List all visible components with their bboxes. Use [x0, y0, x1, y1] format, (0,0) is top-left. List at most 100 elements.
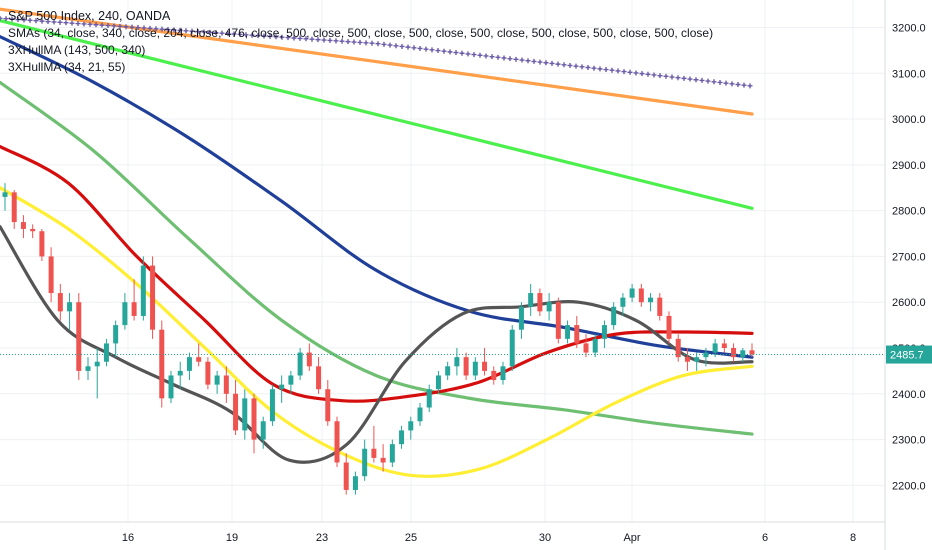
cross-marker [645, 71, 651, 77]
candle [57, 283, 63, 321]
candle [67, 293, 73, 330]
cross-marker [453, 50, 459, 56]
candle [242, 389, 248, 440]
y-tick-label: 2300.0 [892, 435, 926, 447]
cross-marker [579, 64, 585, 70]
cross-marker [285, 35, 291, 41]
x-tick-label: 16 [122, 532, 134, 544]
candle-body [352, 476, 358, 490]
cross-marker [141, 25, 147, 31]
cross-marker [483, 53, 489, 59]
candle-body [288, 375, 294, 385]
cross-marker [219, 30, 225, 36]
cross-marker [477, 52, 483, 58]
cross-marker [717, 79, 723, 85]
cross-marker [705, 78, 711, 84]
candle [648, 293, 654, 312]
cross-marker [261, 33, 267, 39]
candle-body [445, 366, 451, 376]
cross-marker [297, 35, 303, 41]
candle [509, 325, 515, 371]
cross-marker [177, 27, 183, 33]
cross-marker [471, 52, 477, 58]
candle [297, 348, 303, 381]
cross-marker [555, 61, 561, 67]
candle-body [537, 293, 543, 312]
cross-marker [567, 62, 573, 68]
y-tick-label: 2900.0 [892, 160, 926, 172]
candle [555, 297, 561, 344]
cross-marker [117, 23, 123, 29]
candle [150, 256, 156, 339]
candle-body [94, 361, 100, 367]
candle-body [159, 329, 165, 399]
cross-marker [675, 75, 681, 81]
candle-body [740, 350, 746, 358]
candle-body [150, 265, 156, 330]
cross-marker [93, 22, 99, 28]
price-axis[interactable]: 3200.0 3100.0 3000.0 2900.0 2800.0 2700.0 2600… [884, 0, 926, 550]
candle [39, 228, 45, 261]
cross-marker [429, 47, 435, 53]
indicator-smas[interactable]: SMAs (34, close, 340, close, 204, close,… [8, 26, 714, 40]
candle-body [67, 302, 73, 312]
symbol-title[interactable]: S&P 500 Index, 240, OANDA [8, 9, 171, 23]
candle-body [574, 325, 580, 344]
candle [113, 320, 119, 358]
candle [94, 348, 100, 399]
indicator-hullma-2[interactable]: 3XHullMA (34, 21, 55) [8, 60, 126, 74]
cross-marker [315, 37, 321, 43]
candle-body [694, 357, 700, 362]
indicator-hullma-1[interactable]: 3XHullMA (143, 500, 340) [8, 43, 146, 57]
candle-body [435, 375, 441, 390]
candle [251, 393, 257, 454]
candle-body [666, 315, 672, 339]
candle-body [362, 448, 368, 477]
candle-body [76, 302, 82, 371]
series-line-orange [0, 7, 754, 116]
last-price-value: 2485.7 [890, 350, 924, 362]
candle-body [675, 338, 681, 358]
candle [565, 320, 571, 344]
y-tick-label: 2600.0 [892, 297, 926, 309]
candle-body [482, 361, 488, 371]
time-axis[interactable]: 16 19 23 25 30 Apr 6 8 [0, 521, 885, 544]
cross-marker [165, 27, 171, 33]
y-tick-label: 2700.0 [892, 251, 926, 263]
candle [399, 425, 405, 449]
cross-marker [111, 23, 117, 29]
cross-marker [15, 17, 21, 23]
candle [76, 293, 82, 381]
candle-body [629, 288, 635, 298]
cross-marker [45, 19, 51, 25]
candle [85, 357, 91, 381]
candle [168, 370, 174, 403]
cross-marker [81, 21, 87, 27]
series-line-green_light [0, 19, 754, 210]
candle [500, 361, 506, 385]
cross-marker [153, 26, 159, 32]
candle-body [371, 448, 377, 458]
y-tick-label: 2200.0 [892, 480, 926, 492]
candle-body [260, 421, 266, 440]
candle-body [657, 297, 663, 316]
candle-body [638, 288, 644, 303]
candle-body [269, 389, 275, 422]
candle [214, 370, 220, 394]
candle [389, 439, 395, 468]
candle-body [555, 302, 561, 339]
cross-marker [9, 16, 15, 22]
candle-body [528, 293, 534, 307]
candle [11, 190, 17, 229]
y-tick-label: 3000.0 [892, 114, 926, 126]
cross-marker [465, 51, 471, 57]
cross-marker [279, 34, 285, 40]
candle-body [731, 348, 737, 358]
x-tick-label: Apr [623, 532, 640, 544]
candle-body [325, 389, 331, 422]
candle [749, 343, 755, 358]
x-tick-label: 19 [226, 532, 238, 544]
candle-body [223, 375, 229, 394]
candle [306, 343, 312, 371]
